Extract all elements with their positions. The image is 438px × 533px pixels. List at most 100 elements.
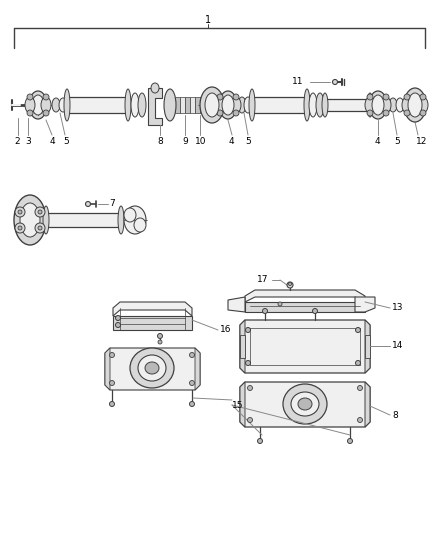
Circle shape (116, 316, 120, 320)
Text: 5: 5 (245, 138, 251, 147)
Ellipse shape (15, 223, 25, 233)
Ellipse shape (41, 97, 51, 113)
Circle shape (38, 210, 42, 214)
Ellipse shape (43, 206, 49, 234)
Ellipse shape (238, 97, 246, 113)
Ellipse shape (52, 98, 60, 112)
Ellipse shape (381, 97, 391, 113)
Polygon shape (355, 297, 375, 312)
Ellipse shape (372, 95, 384, 115)
Circle shape (190, 381, 194, 385)
Ellipse shape (418, 97, 428, 113)
Text: 16: 16 (220, 326, 232, 335)
Ellipse shape (124, 208, 136, 222)
Polygon shape (148, 88, 162, 125)
Circle shape (18, 210, 22, 214)
Bar (46, 213, 121, 227)
Ellipse shape (233, 110, 239, 116)
Ellipse shape (420, 110, 426, 116)
Polygon shape (240, 382, 370, 427)
Ellipse shape (164, 89, 176, 121)
Bar (67, 97, 128, 113)
Ellipse shape (124, 206, 146, 234)
Text: 4: 4 (375, 138, 381, 147)
Ellipse shape (309, 93, 317, 117)
Bar (190, 97, 195, 113)
Bar (185, 97, 190, 113)
Bar (180, 97, 185, 113)
Text: 8: 8 (157, 138, 163, 147)
Circle shape (332, 79, 338, 85)
Polygon shape (113, 302, 192, 316)
Circle shape (357, 385, 363, 391)
Text: 3: 3 (25, 138, 31, 147)
Text: 1: 1 (205, 15, 211, 25)
Ellipse shape (404, 88, 426, 122)
Circle shape (110, 401, 114, 407)
Text: 14: 14 (392, 342, 403, 351)
Bar (195, 97, 200, 113)
Ellipse shape (145, 362, 159, 374)
Bar (175, 97, 180, 113)
Ellipse shape (304, 89, 310, 121)
Ellipse shape (389, 98, 397, 112)
Ellipse shape (14, 195, 46, 245)
Ellipse shape (138, 355, 166, 381)
Circle shape (357, 417, 363, 423)
Ellipse shape (365, 97, 375, 113)
Circle shape (158, 340, 162, 344)
Text: 2: 2 (14, 138, 20, 147)
Text: 11: 11 (292, 77, 303, 86)
Polygon shape (240, 382, 245, 427)
Ellipse shape (27, 110, 33, 116)
Ellipse shape (64, 89, 70, 121)
Text: 15: 15 (232, 400, 244, 409)
Ellipse shape (125, 89, 131, 121)
Ellipse shape (244, 97, 252, 113)
Circle shape (110, 381, 114, 385)
Polygon shape (365, 382, 370, 427)
Polygon shape (105, 348, 110, 390)
Ellipse shape (138, 93, 146, 117)
Ellipse shape (367, 93, 373, 117)
Bar (325, 99, 370, 111)
Text: 10: 10 (195, 138, 206, 147)
Text: 9: 9 (182, 138, 188, 147)
Ellipse shape (367, 94, 373, 100)
Ellipse shape (151, 83, 159, 93)
Circle shape (356, 327, 360, 333)
Ellipse shape (200, 87, 224, 123)
Circle shape (247, 385, 252, 391)
Ellipse shape (29, 91, 47, 119)
Polygon shape (113, 316, 192, 330)
Text: 4: 4 (50, 138, 56, 147)
Bar (200, 97, 205, 113)
Ellipse shape (291, 392, 319, 416)
Ellipse shape (404, 94, 410, 100)
Ellipse shape (402, 97, 412, 113)
Circle shape (258, 439, 262, 443)
Polygon shape (245, 302, 365, 312)
Text: 5: 5 (63, 138, 69, 147)
Ellipse shape (131, 93, 139, 117)
Ellipse shape (20, 203, 40, 237)
Text: 17: 17 (257, 276, 268, 285)
Polygon shape (240, 335, 245, 358)
Circle shape (116, 322, 120, 327)
Text: 12: 12 (416, 138, 427, 147)
Polygon shape (365, 320, 370, 373)
Ellipse shape (367, 110, 373, 116)
Circle shape (38, 226, 42, 230)
Text: 7: 7 (109, 199, 115, 208)
Circle shape (278, 302, 282, 306)
Ellipse shape (43, 94, 49, 100)
Ellipse shape (420, 94, 426, 100)
Ellipse shape (404, 110, 410, 116)
Ellipse shape (233, 94, 239, 100)
Polygon shape (365, 335, 370, 358)
Ellipse shape (205, 93, 219, 117)
Ellipse shape (130, 348, 174, 388)
Circle shape (287, 282, 293, 288)
Ellipse shape (219, 91, 237, 119)
Circle shape (18, 226, 22, 230)
